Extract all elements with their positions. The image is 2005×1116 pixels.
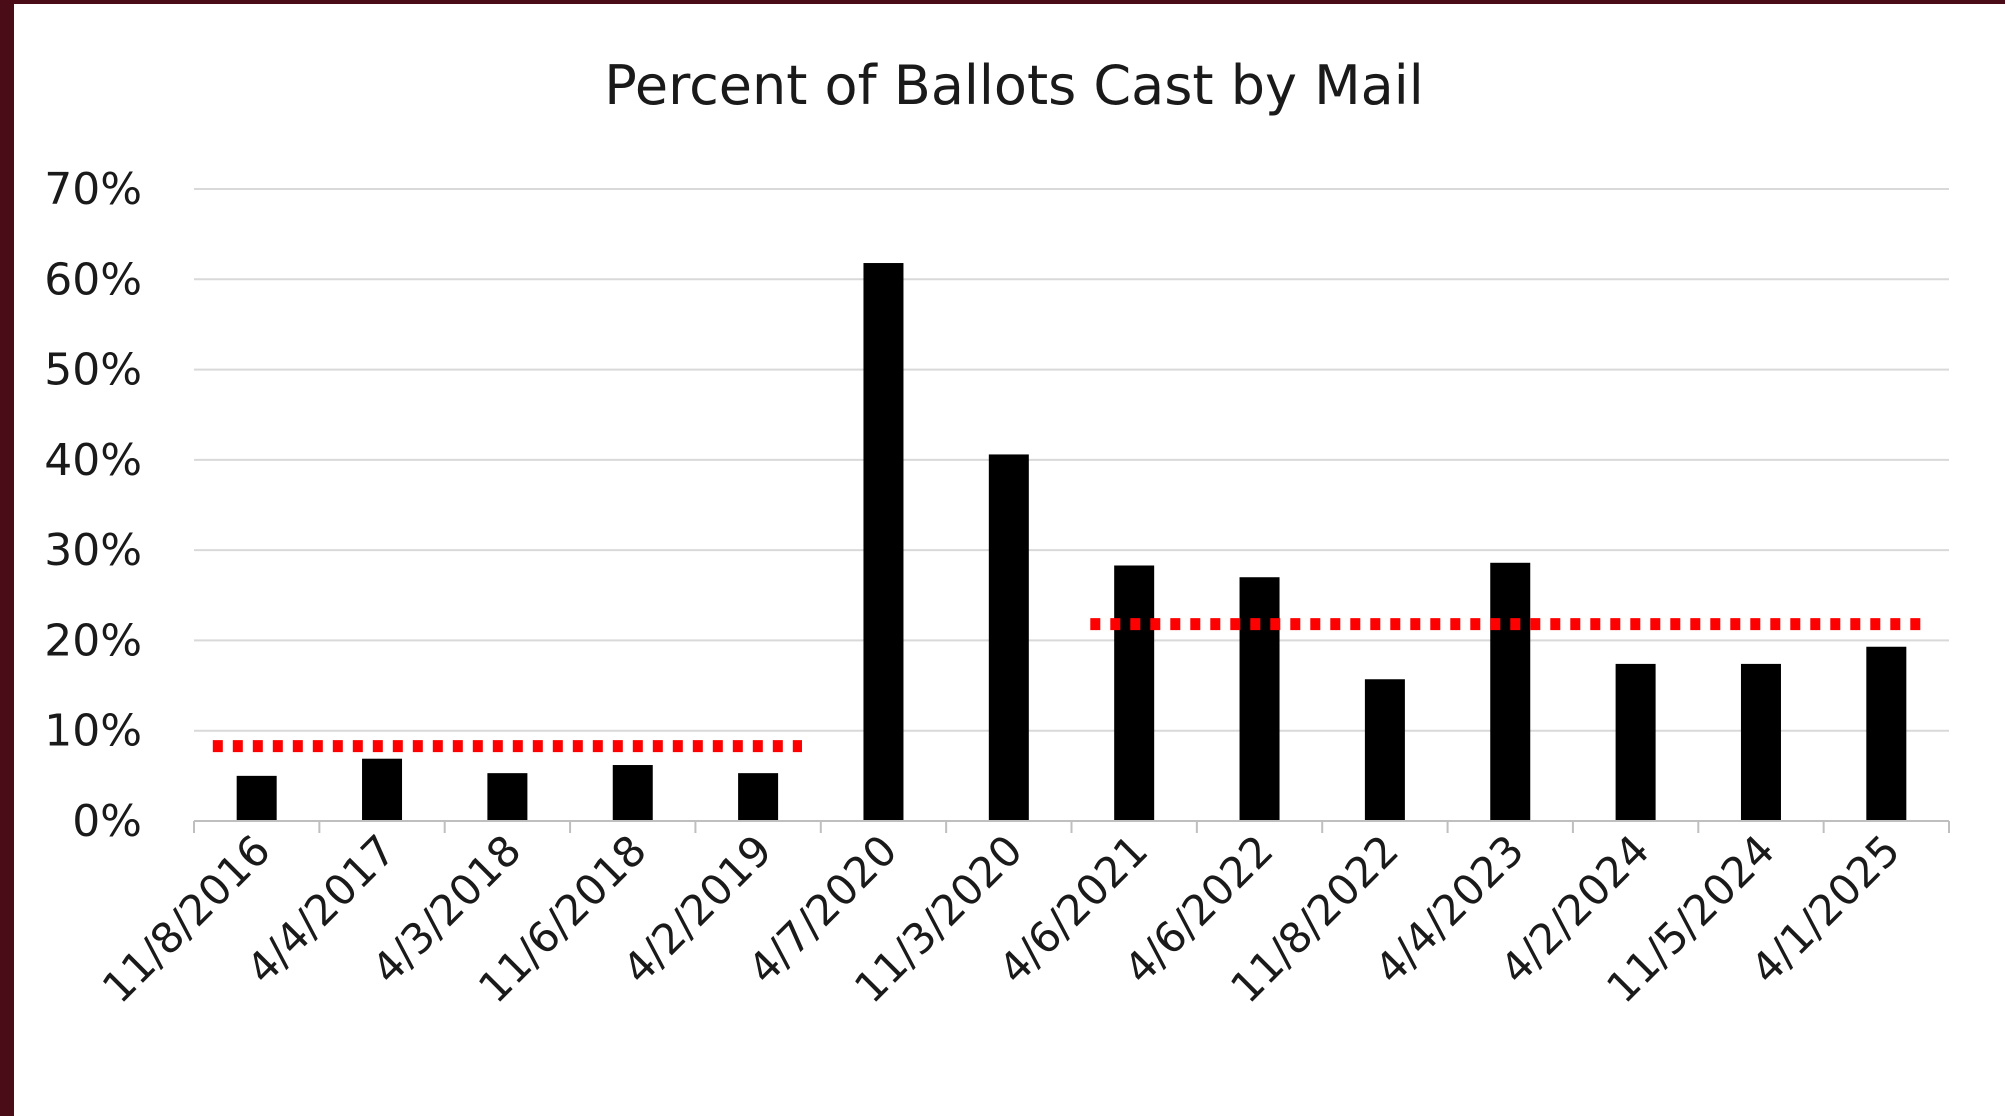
bar	[1740, 663, 1781, 821]
bar	[487, 773, 528, 821]
y-tick-label: 30%	[44, 525, 142, 576]
y-tick-label: 70%	[44, 164, 142, 215]
y-tick-label: 60%	[44, 254, 142, 305]
bar	[1866, 646, 1907, 821]
y-axis-ticks: 0% 10% 20% 30% 40% 50% 60% 70%	[44, 164, 142, 847]
y-tick-label: 10%	[44, 706, 142, 757]
bar	[1114, 565, 1155, 821]
bar-chart: Percent of Ballots Cast by Mail 0% 10% 20%…	[44, 54, 1950, 1012]
bars	[236, 263, 1907, 821]
chart-frame: Percent of Ballots Cast by Mail 0% 10% 20%…	[14, 4, 2005, 1116]
y-tick-label: 0%	[72, 796, 142, 847]
x-axis	[193, 820, 1950, 833]
bar	[863, 263, 904, 821]
y-tick-label: 50%	[44, 345, 142, 396]
x-tick-label: 11/8/2016	[93, 825, 280, 1012]
bar	[362, 758, 403, 821]
bar	[1364, 679, 1405, 821]
bar	[1490, 562, 1531, 821]
y-tick-label: 40%	[44, 435, 142, 486]
bar	[236, 775, 277, 821]
bar	[612, 765, 653, 821]
bar	[738, 773, 779, 821]
bar	[988, 454, 1029, 821]
chart-title: Percent of Ballots Cast by Mail	[604, 54, 1424, 117]
gridlines	[194, 188, 1949, 732]
average-lines	[212, 618, 1931, 753]
x-axis-ticks: 11/8/20164/4/20174/3/201811/6/20184/2/20…	[93, 825, 1910, 1012]
bar	[1615, 663, 1656, 821]
bar	[1239, 577, 1280, 821]
y-tick-label: 20%	[44, 615, 142, 666]
